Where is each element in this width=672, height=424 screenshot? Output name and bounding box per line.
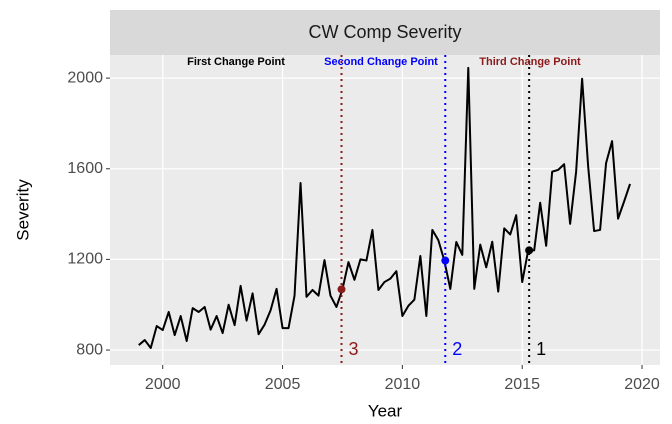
chart-title: CW Comp Severity	[308, 22, 461, 42]
change-point-label: Second Change Point	[324, 56, 438, 68]
facet-strip	[110, 10, 660, 55]
change-point-marker	[525, 246, 534, 255]
change-point-label: First Change Point	[187, 56, 285, 68]
x-tick-label: 2015	[504, 376, 540, 393]
line	[138, 66, 631, 350]
y-axis-title: Severity	[13, 179, 32, 241]
change-point-tag: 1	[536, 339, 546, 359]
x-tick-label: 2020	[624, 376, 660, 393]
y-tick-label: 800	[76, 341, 103, 358]
change-point-tag: 3	[349, 339, 359, 359]
x-tick-label: 2000	[145, 376, 181, 393]
x-tick-label: 2010	[385, 376, 421, 393]
change-point-marker	[441, 256, 450, 265]
change-point-tag: 2	[452, 339, 462, 359]
x-tick-label: 2005	[265, 376, 301, 393]
change-point-label: Third Change Point	[479, 56, 581, 68]
y-tick-label: 1200	[67, 251, 103, 268]
x-axis-title: Year	[368, 401, 403, 420]
change-point-marker	[337, 285, 346, 294]
panel	[110, 55, 660, 365]
y-tick-label: 2000	[67, 69, 103, 86]
y-tick-label: 1600	[67, 160, 103, 177]
